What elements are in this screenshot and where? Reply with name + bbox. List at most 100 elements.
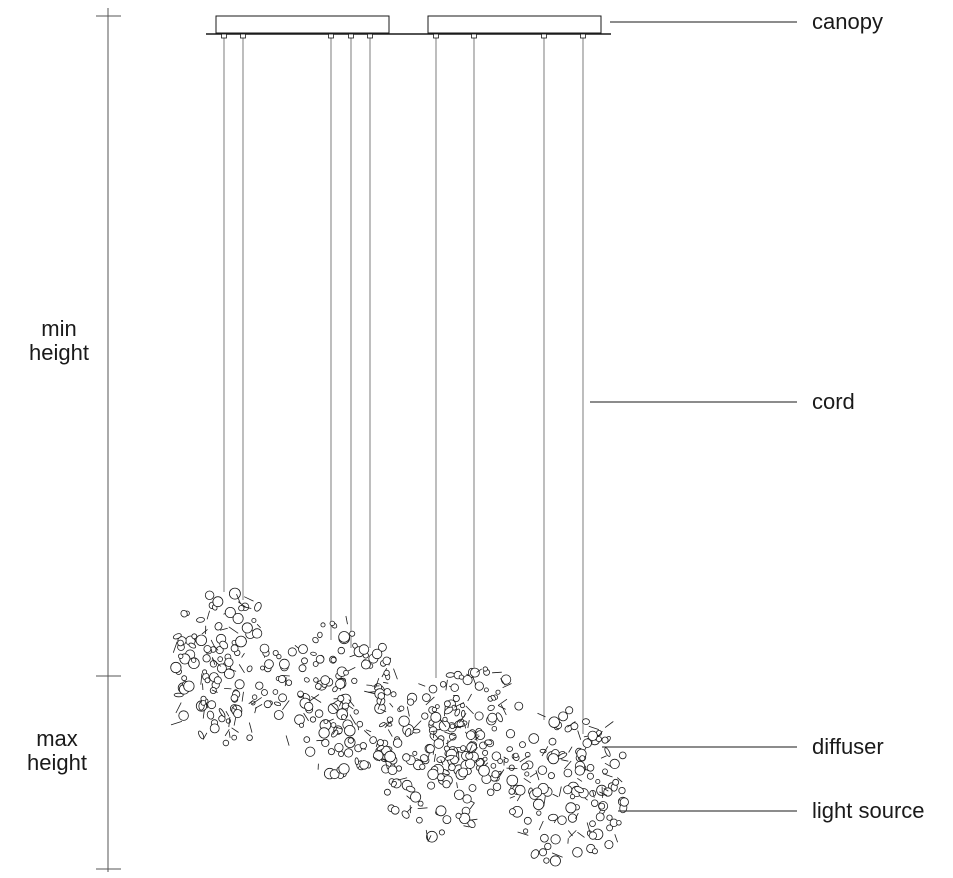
light-source-bulb: [454, 708, 461, 717]
light-source-bulb: [490, 694, 496, 701]
diffuser-stem: [366, 684, 373, 686]
diffuser-leaf: [478, 764, 490, 777]
diffuser-leaf: [589, 790, 597, 797]
diffuser-leaf: [548, 716, 560, 728]
diffuser-leaf: [442, 780, 451, 789]
diffuser-stem: [256, 623, 261, 629]
diffuser-leaf: [519, 741, 526, 748]
diffuser-stem: [406, 795, 411, 800]
diffuser-leaf: [474, 711, 484, 721]
diffuser-leaf: [598, 802, 606, 810]
diffuser-leaf: [574, 765, 585, 776]
diffuser-cluster-1: [170, 587, 282, 747]
diffuser-stem: [476, 668, 482, 673]
diffuser-stem: [225, 710, 230, 717]
diffuser-leaf: [565, 802, 577, 814]
diffuser-leaf: [422, 693, 431, 702]
light-source-bulb: [376, 745, 385, 751]
min-height-label: min height: [9, 317, 109, 365]
diffuser-clusters: [170, 587, 629, 867]
diffuser-leaf: [259, 643, 270, 654]
min-height-line2: height: [29, 340, 89, 365]
diffuser-leaf: [601, 736, 609, 744]
cord-cap-4: [348, 33, 354, 39]
diffuser-leaf: [383, 788, 391, 796]
diffuser-leaf: [334, 742, 344, 753]
diffuser-stem: [538, 820, 544, 831]
diffuser-stem: [430, 730, 438, 732]
diffuser-leaf: [217, 656, 224, 662]
cord-cap-9: [580, 33, 586, 39]
max-height-line2: height: [27, 750, 87, 775]
light-source-bulb: [444, 706, 454, 715]
light-source-bulb: [331, 729, 339, 738]
light-source-bulb: [312, 636, 319, 644]
diffuser-leaf: [532, 798, 545, 811]
diffuser-stem: [228, 716, 231, 728]
diffuser-leaf: [464, 758, 476, 769]
diffuser-leaf: [491, 751, 502, 761]
diffuser-stem: [212, 657, 216, 665]
diffuser-stem: [284, 677, 287, 687]
diffuser-stem: [535, 770, 540, 781]
diffuser-stem: [332, 726, 338, 735]
diffuser-leaf: [320, 622, 326, 628]
diffuser-stem: [377, 699, 383, 710]
light-source-bulb: [317, 631, 323, 639]
diffuser-stem: [604, 721, 614, 728]
diffuser-stem: [393, 668, 398, 680]
diffuser-leaf: [228, 587, 241, 600]
light-source-bulb: [310, 651, 317, 656]
light-source-bulb: [354, 757, 359, 766]
diffuser-stem: [348, 699, 355, 707]
diffuser-stem: [523, 777, 532, 784]
diffuser-leaf: [359, 742, 367, 750]
diffuser-stem: [417, 807, 428, 809]
light-source-bulb: [406, 785, 416, 793]
diffuser-leaf: [323, 719, 329, 724]
diffuser-stem: [397, 777, 408, 781]
diffuser-stem: [469, 802, 475, 810]
diffuser-leaf: [377, 642, 387, 652]
light-source-bulb: [548, 813, 558, 822]
diffuser-stem: [465, 705, 474, 715]
diffuser-stem: [498, 769, 505, 778]
light-source-bulb: [303, 677, 310, 683]
diffuser-leaf: [491, 726, 497, 732]
diffuser-stem: [509, 795, 515, 799]
diffuser-leaf: [360, 659, 371, 670]
diffuser-stem: [228, 668, 237, 672]
diffuser-stem: [529, 772, 538, 778]
light-source-bulb: [530, 849, 540, 859]
diffuser-stem: [592, 790, 595, 798]
diffuser-leaf: [419, 763, 426, 770]
diffuser-leaf: [565, 706, 574, 715]
diffuser-stem: [444, 731, 456, 737]
diffuser-stem: [600, 755, 607, 759]
diffuser-leaf: [572, 847, 583, 858]
diffuser-stem: [541, 746, 549, 757]
canopy-plate-left: [215, 15, 390, 34]
diffuser-leaf: [371, 648, 383, 660]
diffuser-leaf: [315, 654, 325, 664]
diffuser-leaf: [224, 657, 234, 667]
cord-cap-5: [367, 33, 373, 39]
diffuser-stem: [224, 729, 230, 737]
diffuser-leaf: [433, 738, 445, 749]
diffuser-stem: [384, 758, 388, 770]
diffuser-leaf: [338, 631, 350, 643]
light-source-bulb: [196, 617, 205, 623]
diffuser-leaf: [537, 765, 548, 775]
diffuser-stem: [472, 675, 477, 686]
diffuser-leaf: [523, 816, 532, 825]
diffuser-leaf: [298, 644, 308, 654]
light-source-bulb: [272, 689, 279, 695]
light-source-bulb: [412, 728, 421, 734]
diffuser-leaf: [264, 659, 274, 669]
diffuser-leaf: [425, 744, 435, 754]
diffuser-leaf: [200, 700, 207, 706]
light-source-bulb: [398, 705, 405, 712]
light-source-bulb: [341, 702, 350, 710]
diffuser-leaf: [466, 730, 476, 740]
cord-cap-3: [328, 33, 334, 39]
